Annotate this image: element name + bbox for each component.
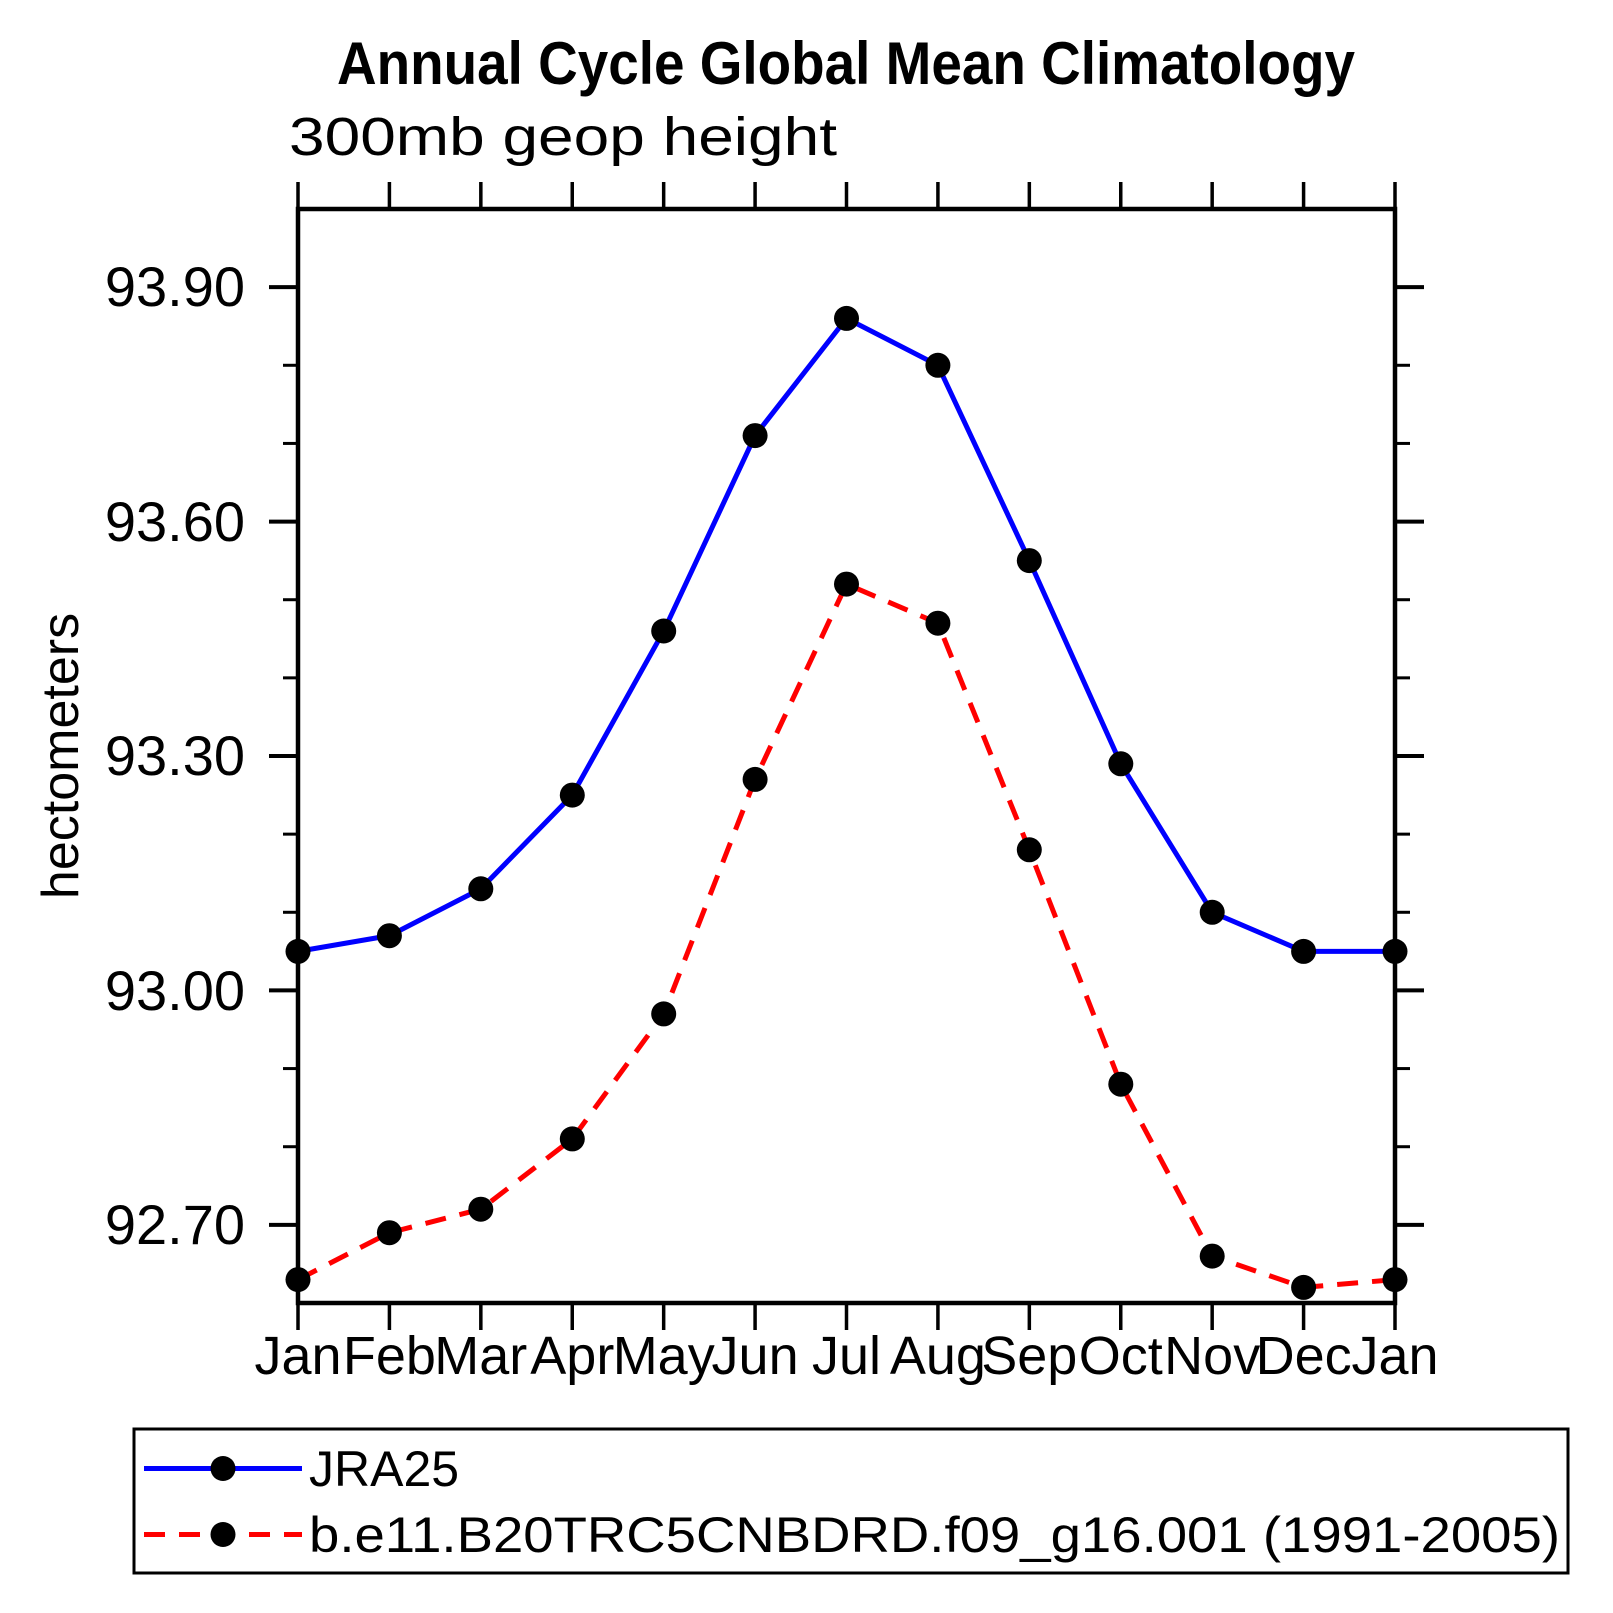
data-point-marker — [468, 1196, 494, 1222]
x-tick-label: Apr — [530, 1326, 614, 1386]
x-tick-label: Jul — [812, 1326, 881, 1386]
x-tick-label: Oct — [1079, 1326, 1163, 1386]
legend-label-model: b.e11.B20TRC5CNBDRD.f09_g16.001 (1991-20… — [309, 1507, 1560, 1563]
x-tick-label: May — [613, 1326, 715, 1386]
x-tick-label: Mar — [434, 1326, 527, 1386]
x-tick-label: Jan — [1351, 1326, 1438, 1386]
data-point-marker — [1199, 899, 1225, 925]
data-point-marker — [1108, 751, 1134, 777]
legend-box: JRA25 b.e11.B20TRC5CNBDRD.f09_g16.001 (1… — [132, 1427, 1570, 1575]
y-tick-label: 93.00 — [105, 959, 245, 1022]
data-point-marker — [1199, 1243, 1225, 1269]
x-tick-label: Nov — [1164, 1326, 1260, 1386]
data-point-marker — [376, 1220, 402, 1246]
data-point-marker — [1291, 1274, 1317, 1300]
x-tick-label: Dec — [1256, 1326, 1352, 1386]
data-point-marker — [468, 876, 494, 902]
series-layer — [285, 305, 1408, 1300]
y-tick-label: 93.60 — [105, 490, 245, 553]
x-tick-labels: Jan Feb Mar Apr May Jun Jul Aug Sep Oct … — [254, 1326, 1438, 1386]
chart-title: Annual Cycle Global Mean Climatology — [337, 30, 1356, 97]
y-tick-label: 93.90 — [105, 255, 245, 318]
y-tick-label: 92.70 — [105, 1193, 245, 1256]
data-point-marker — [1016, 548, 1042, 574]
data-point-marker — [1108, 1071, 1134, 1097]
series-line-1 — [296, 580, 1396, 1290]
data-point-marker — [1016, 837, 1042, 863]
x-tick-label: Aug — [890, 1326, 986, 1386]
series-line-0 — [297, 315, 1395, 954]
data-point-marker — [742, 766, 768, 792]
legend-label-jra25: JRA25 — [309, 1441, 459, 1497]
y-tick-labels: 92.70 93.00 93.30 93.60 93.90 — [105, 255, 245, 1256]
legend-marker-icon — [210, 1456, 236, 1481]
data-point-marker — [834, 305, 859, 331]
y-tick-label: 93.30 — [105, 724, 245, 787]
data-point-marker — [742, 423, 768, 449]
legend-border — [132, 1427, 1570, 1575]
data-point-marker — [925, 610, 951, 636]
x-tick-label: Feb — [343, 1326, 436, 1386]
data-point-marker — [651, 618, 677, 644]
chart-subtitle: 300mb geop height — [289, 107, 837, 167]
legend-marker-icon — [210, 1522, 236, 1547]
x-tick-label: Sep — [981, 1326, 1077, 1386]
axis-ticks — [269, 182, 1424, 1330]
y-axis-label: hectometers — [32, 613, 90, 899]
data-point-marker — [1291, 938, 1317, 964]
x-tick-label: Jan — [254, 1326, 341, 1386]
data-point-marker — [559, 1126, 585, 1152]
data-point-marker — [651, 1001, 677, 1027]
data-point-marker — [559, 782, 585, 808]
plot-frame — [295, 206, 1398, 1306]
data-point-marker — [376, 923, 402, 949]
data-point-marker — [834, 571, 859, 597]
data-point-marker — [925, 352, 951, 378]
x-tick-label: Jun — [712, 1326, 799, 1386]
